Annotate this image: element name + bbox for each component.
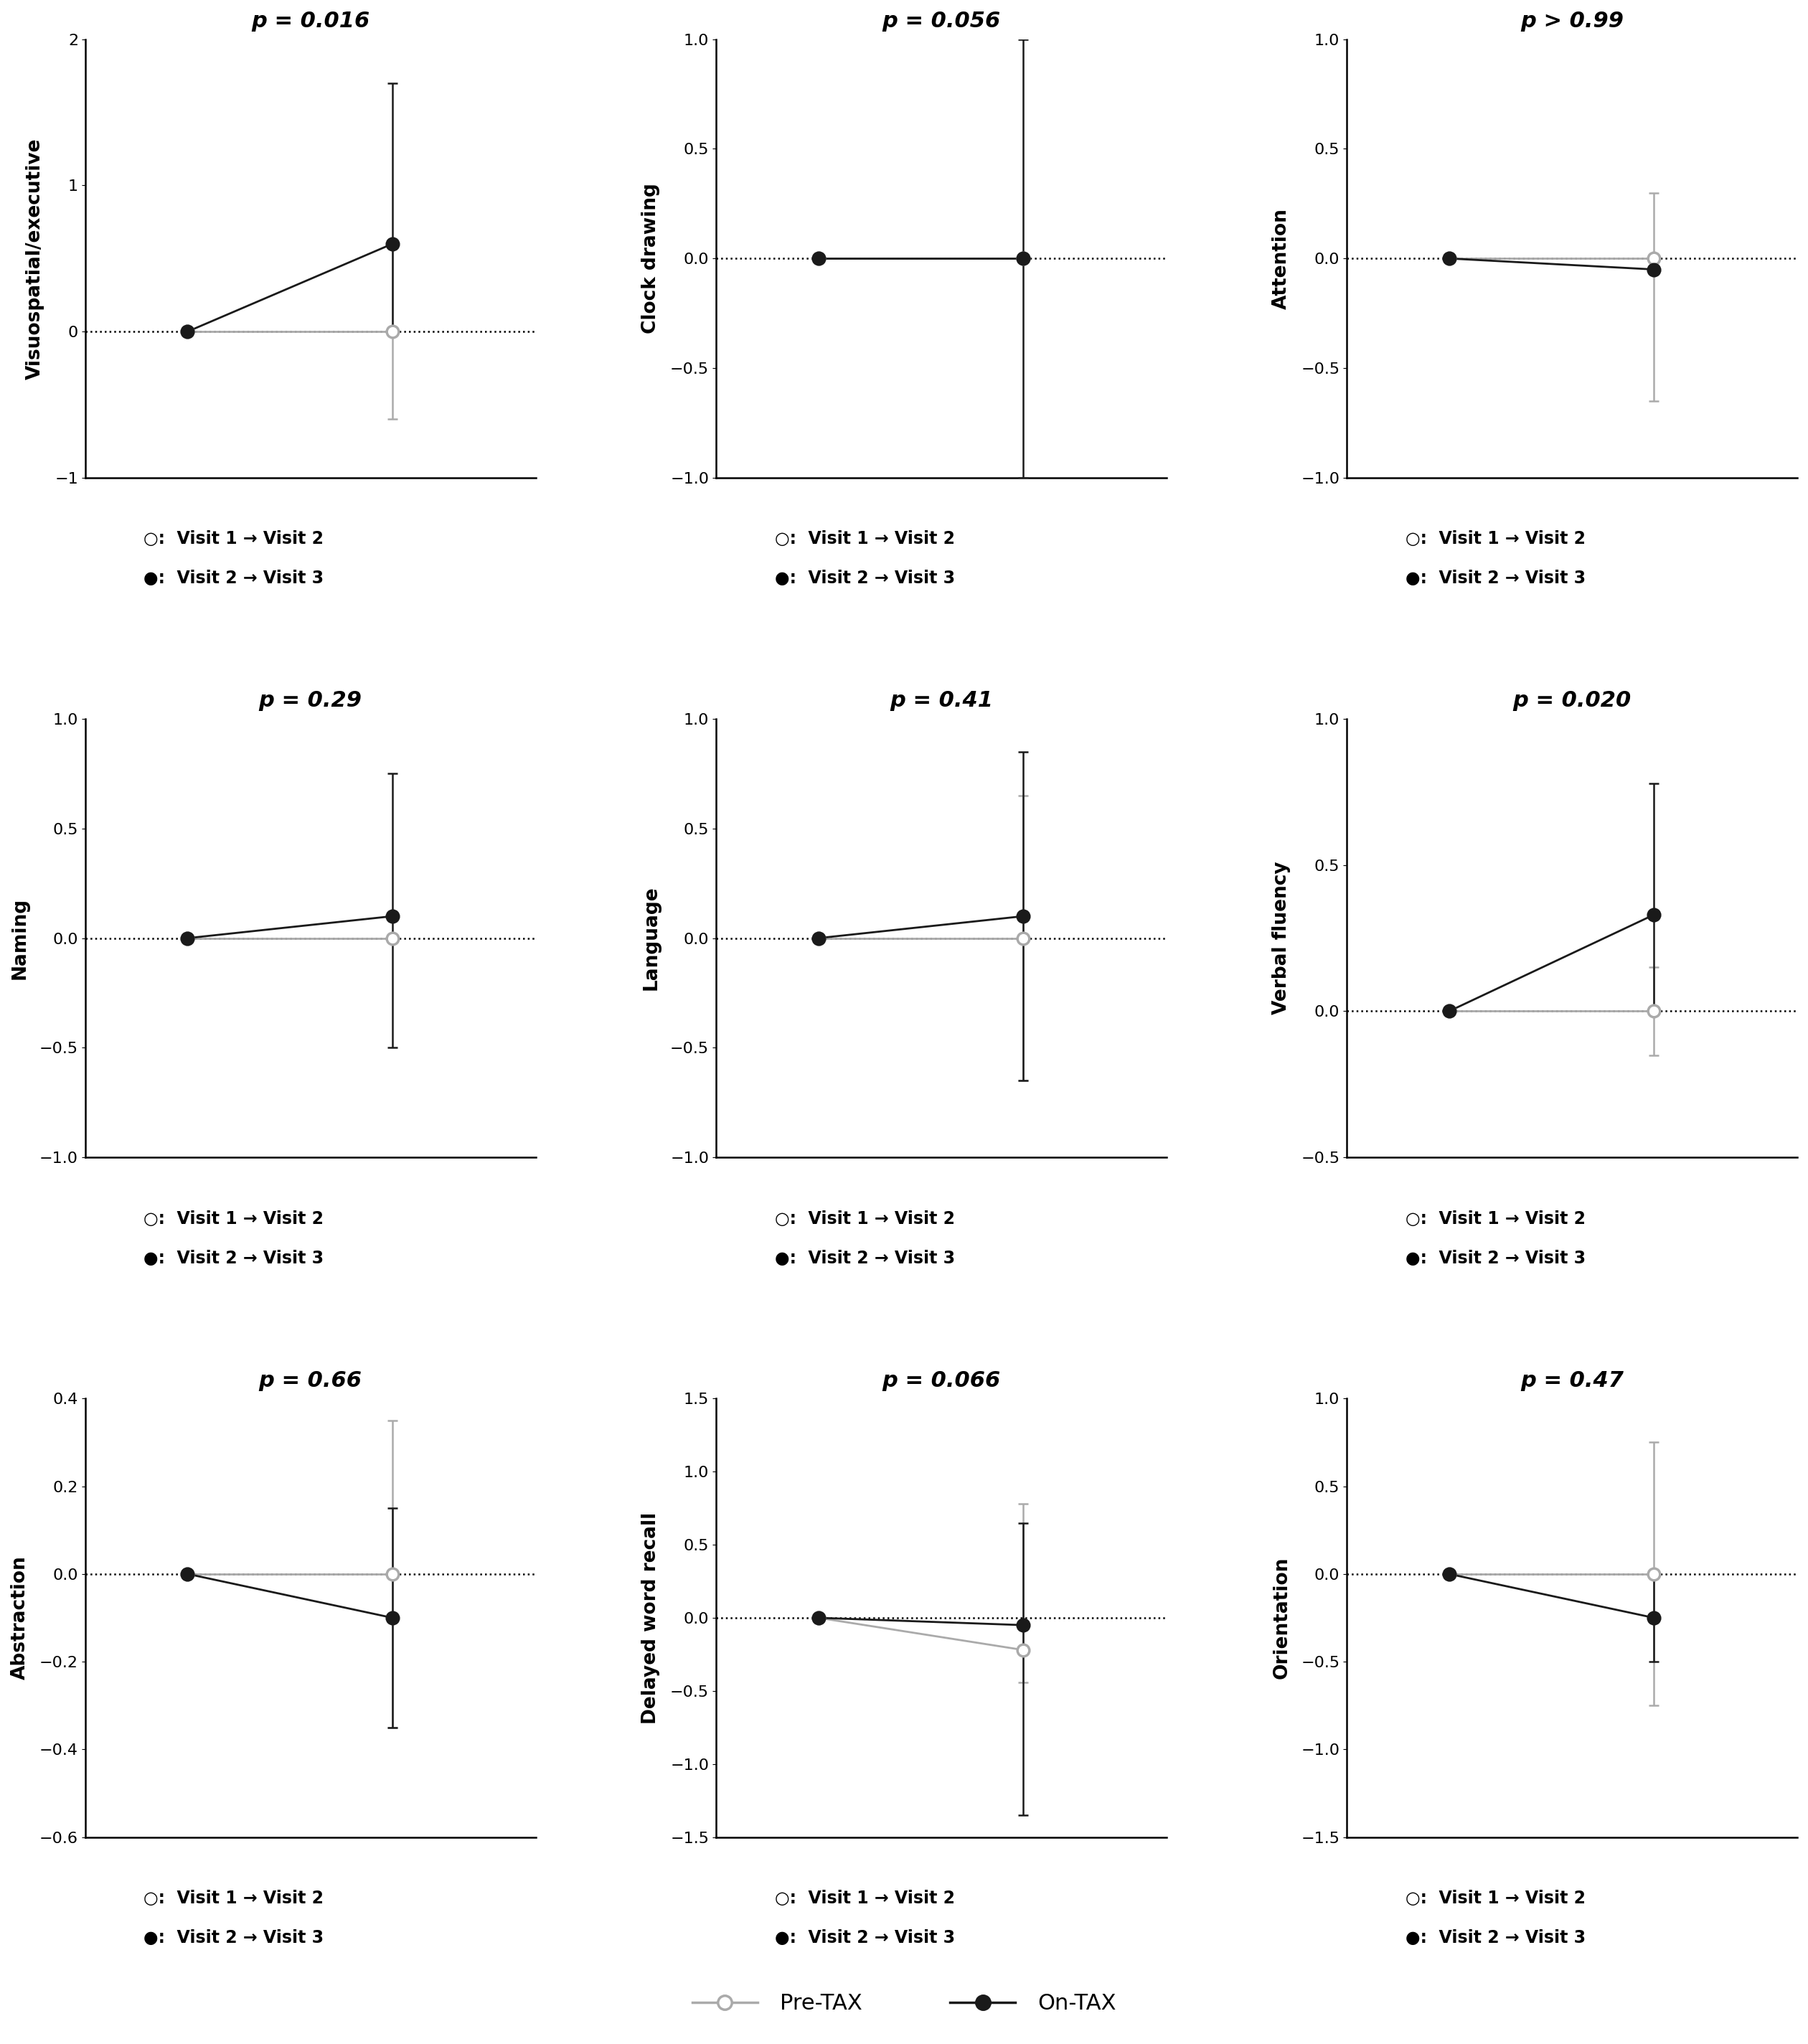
Text: ○:  Visit 1 → Visit 2: ○: Visit 1 → Visit 2 (1405, 1889, 1586, 1907)
Text: ●:  Visit 2 → Visit 3: ●: Visit 2 → Visit 3 (145, 1249, 324, 1267)
Y-axis label: Abstraction: Abstraction (11, 1555, 29, 1680)
Text: ○:  Visit 1 → Visit 2: ○: Visit 1 → Visit 2 (1405, 529, 1586, 548)
Y-axis label: Attention: Attention (1273, 208, 1291, 309)
Text: ○:  Visit 1 → Visit 2: ○: Visit 1 → Visit 2 (145, 529, 324, 548)
Y-axis label: Orientation: Orientation (1273, 1558, 1291, 1678)
Text: ○:  Visit 1 → Visit 2: ○: Visit 1 → Visit 2 (774, 529, 955, 548)
Text: ●:  Visit 2 → Visit 3: ●: Visit 2 → Visit 3 (1405, 1930, 1586, 1946)
Text: ○:  Visit 1 → Visit 2: ○: Visit 1 → Visit 2 (1405, 1210, 1586, 1226)
Title: p = 0.41: p = 0.41 (890, 691, 993, 711)
Y-axis label: Language: Language (642, 885, 660, 991)
Title: p = 0.016: p = 0.016 (251, 10, 371, 31)
Text: ●:  Visit 2 → Visit 3: ●: Visit 2 → Visit 3 (145, 570, 324, 587)
Text: ○:  Visit 1 → Visit 2: ○: Visit 1 → Visit 2 (145, 1210, 324, 1226)
Text: ○:  Visit 1 → Visit 2: ○: Visit 1 → Visit 2 (774, 1889, 955, 1907)
Y-axis label: Verbal fluency: Verbal fluency (1273, 861, 1291, 1014)
Title: p > 0.99: p > 0.99 (1521, 10, 1624, 31)
Y-axis label: Delayed word recall: Delayed word recall (642, 1513, 660, 1723)
Text: ○:  Visit 1 → Visit 2: ○: Visit 1 → Visit 2 (145, 1889, 324, 1907)
Legend: Pre-TAX, On-TAX: Pre-TAX, On-TAX (683, 1985, 1125, 2024)
Text: ○:  Visit 1 → Visit 2: ○: Visit 1 → Visit 2 (774, 1210, 955, 1226)
Y-axis label: Visuospatial/executive: Visuospatial/executive (25, 137, 45, 380)
Text: ●:  Visit 2 → Visit 3: ●: Visit 2 → Visit 3 (774, 570, 955, 587)
Title: p = 0.056: p = 0.056 (882, 10, 1000, 31)
Text: ●:  Visit 2 → Visit 3: ●: Visit 2 → Visit 3 (774, 1249, 955, 1267)
Title: p = 0.47: p = 0.47 (1521, 1369, 1624, 1390)
Text: ●:  Visit 2 → Visit 3: ●: Visit 2 → Visit 3 (1405, 1249, 1586, 1267)
Text: ●:  Visit 2 → Visit 3: ●: Visit 2 → Visit 3 (774, 1930, 955, 1946)
Title: p = 0.020: p = 0.020 (1513, 691, 1631, 711)
Text: ●:  Visit 2 → Visit 3: ●: Visit 2 → Visit 3 (145, 1930, 324, 1946)
Title: p = 0.66: p = 0.66 (259, 1369, 362, 1390)
Y-axis label: Naming: Naming (11, 897, 29, 979)
Title: p = 0.066: p = 0.066 (882, 1369, 1000, 1390)
Title: p = 0.29: p = 0.29 (259, 691, 362, 711)
Text: ●:  Visit 2 → Visit 3: ●: Visit 2 → Visit 3 (1405, 570, 1586, 587)
Y-axis label: Clock drawing: Clock drawing (642, 184, 660, 333)
